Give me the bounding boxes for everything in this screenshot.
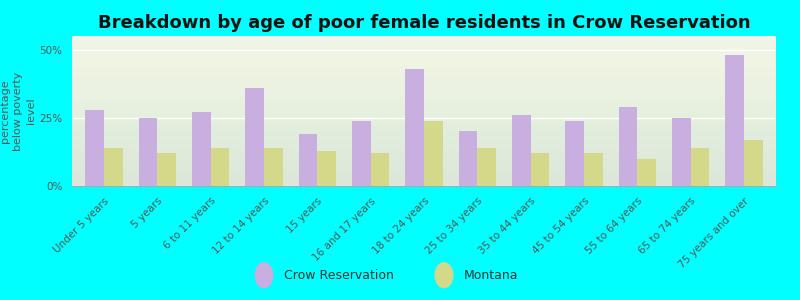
Title: Breakdown by age of poor female residents in Crow Reservation: Breakdown by age of poor female resident… [98,14,750,32]
Bar [512,115,530,186]
Bar [86,110,104,186]
Bar [104,148,122,186]
Y-axis label: percentage
below poverty
level: percentage below poverty level [0,71,36,151]
Ellipse shape [255,263,273,288]
Bar [210,148,230,186]
Bar [370,153,390,186]
Ellipse shape [435,263,453,288]
Bar [192,112,210,186]
Bar [264,148,282,186]
Bar [138,118,158,186]
Bar [458,131,478,186]
Text: Montana: Montana [464,269,518,282]
Bar [690,148,710,186]
Bar [726,55,744,186]
Bar [424,121,442,186]
Bar [584,153,602,186]
Bar [566,121,584,186]
Bar [158,153,176,186]
Text: Crow Reservation: Crow Reservation [284,269,394,282]
Bar [744,140,762,186]
Bar [530,153,550,186]
Bar [318,151,336,186]
Bar [618,107,638,186]
Bar [298,134,318,186]
Bar [246,88,264,186]
Bar [406,69,424,186]
Bar [638,159,656,186]
Bar [672,118,690,186]
Bar [478,148,496,186]
Bar [352,121,370,186]
